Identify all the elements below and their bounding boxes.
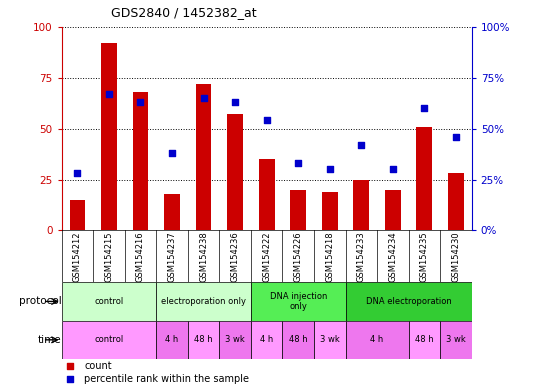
Bar — [346, 321, 408, 359]
Bar — [440, 321, 472, 359]
Bar — [227, 114, 243, 230]
Bar — [385, 190, 401, 230]
Text: DNA electroporation: DNA electroporation — [366, 297, 451, 306]
Bar — [196, 84, 212, 230]
Bar — [416, 127, 432, 230]
Bar — [157, 282, 251, 321]
Point — [168, 150, 176, 156]
Text: GSM154226: GSM154226 — [294, 231, 303, 281]
Text: GSM154230: GSM154230 — [451, 231, 460, 281]
Text: GSM154215: GSM154215 — [105, 231, 114, 281]
Bar — [448, 174, 464, 230]
Text: 3 wk: 3 wk — [225, 335, 245, 344]
Bar — [70, 200, 85, 230]
Text: electroporation only: electroporation only — [161, 297, 246, 306]
Bar — [157, 321, 188, 359]
Text: GSM154216: GSM154216 — [136, 231, 145, 281]
Text: control: control — [94, 335, 124, 344]
Bar — [291, 190, 306, 230]
Bar — [188, 321, 219, 359]
Point — [357, 142, 366, 148]
Bar — [62, 321, 157, 359]
Text: 3 wk: 3 wk — [320, 335, 340, 344]
Bar — [346, 282, 472, 321]
Point — [420, 105, 429, 111]
Text: 48 h: 48 h — [194, 335, 213, 344]
Text: 4 h: 4 h — [260, 335, 273, 344]
Text: 4 h: 4 h — [370, 335, 384, 344]
Point — [294, 160, 302, 166]
Text: GSM154234: GSM154234 — [388, 231, 397, 281]
Point — [65, 363, 74, 369]
Text: percentile rank within the sample: percentile rank within the sample — [84, 374, 249, 384]
Text: GSM154236: GSM154236 — [230, 231, 240, 282]
Text: GSM154237: GSM154237 — [168, 231, 176, 282]
Text: 4 h: 4 h — [166, 335, 178, 344]
Bar — [219, 321, 251, 359]
Point — [105, 91, 113, 97]
Text: GSM154212: GSM154212 — [73, 231, 82, 281]
Text: GSM154222: GSM154222 — [262, 231, 271, 281]
Bar — [164, 194, 180, 230]
Point — [389, 166, 397, 172]
Text: 48 h: 48 h — [289, 335, 308, 344]
Bar — [251, 321, 282, 359]
Point — [136, 99, 145, 105]
Text: protocol: protocol — [19, 296, 62, 306]
Point — [263, 118, 271, 124]
Bar — [353, 180, 369, 230]
Text: DNA injection
only: DNA injection only — [270, 292, 327, 311]
Text: control: control — [94, 297, 124, 306]
Text: 3 wk: 3 wk — [446, 335, 466, 344]
Bar — [314, 321, 346, 359]
Bar — [259, 159, 274, 230]
Text: count: count — [84, 361, 112, 371]
Bar — [282, 321, 314, 359]
Point — [231, 99, 240, 105]
Bar — [408, 321, 440, 359]
Text: GSM154235: GSM154235 — [420, 231, 429, 281]
Text: GSM154238: GSM154238 — [199, 231, 208, 282]
Bar — [251, 282, 346, 321]
Bar — [101, 43, 117, 230]
Point — [65, 376, 74, 382]
Bar — [62, 282, 157, 321]
Text: 48 h: 48 h — [415, 335, 434, 344]
Point — [73, 170, 81, 177]
Text: GSM154233: GSM154233 — [357, 231, 366, 282]
Point — [325, 166, 334, 172]
Text: GDS2840 / 1452382_at: GDS2840 / 1452382_at — [111, 6, 256, 19]
Bar — [132, 92, 148, 230]
Text: GSM154218: GSM154218 — [325, 231, 334, 281]
Point — [452, 134, 460, 140]
Point — [199, 95, 208, 101]
Text: time: time — [38, 335, 62, 345]
Bar — [322, 192, 338, 230]
